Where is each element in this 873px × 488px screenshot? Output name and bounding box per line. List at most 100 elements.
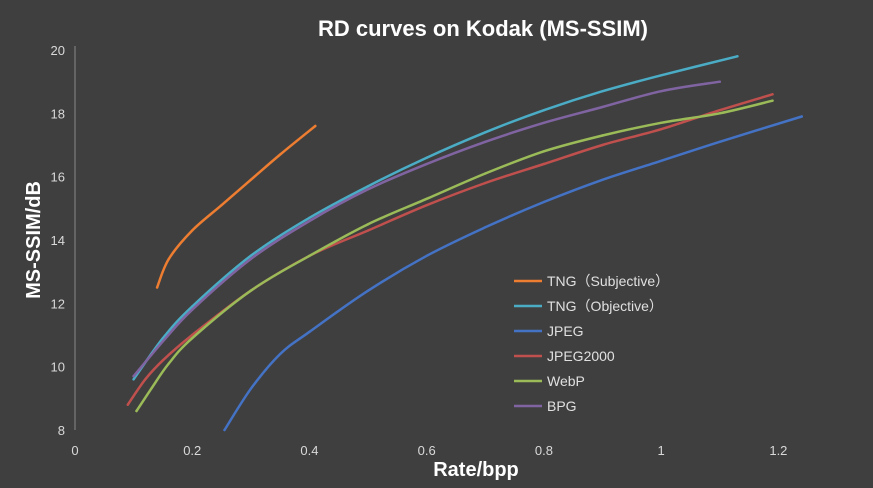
series-2-point [601,178,604,181]
x-tick-label: 0 [71,443,78,458]
legend-label: TNG（Subjective） [547,273,669,289]
series-4-point [425,197,428,200]
series-5-point [161,340,165,343]
series-group [126,55,804,432]
series-1-point [660,74,663,77]
series-4-point [718,112,721,115]
series-2-point [800,115,803,118]
legend-label: JPEG [547,323,584,339]
legend-label: WebP [547,373,585,389]
series-0-point [167,257,170,261]
series-4-point [135,409,138,413]
series-0-point [279,153,282,156]
x-tick-label: 0.6 [418,443,436,458]
series-0-point [249,178,252,181]
series-4-point [167,362,170,365]
series-1-point [542,109,546,112]
series-3-point [161,359,165,362]
series-3-point [144,378,147,381]
series-2-point [718,140,721,143]
series-3-point [601,143,604,147]
series-4-point [150,387,153,390]
series-3-point [126,403,129,406]
series-2-point [249,387,252,390]
series-0-point [155,286,159,289]
series-4-point [542,150,546,153]
y-axis-title: MS-SSIM/dB [23,181,45,299]
series-5-point [366,188,370,191]
series-0-point [191,229,194,232]
x-tick-label: 0.4 [300,443,318,458]
series-5-point [484,140,487,143]
series-2-point [425,254,428,257]
series-3-point [718,109,721,112]
series-3-point [660,128,663,131]
legend-label: TNG（Objective） [547,298,663,314]
series-3-point [484,181,487,185]
series-3-point [191,333,194,337]
series-1-point [425,156,428,159]
series-3-line [126,93,774,406]
legend-label: BPG [547,398,577,414]
series-2-point [279,352,282,356]
series-5-point [542,121,546,125]
series-4-point [771,99,774,102]
series-4-point [660,121,663,125]
x-tick-label: 1 [658,443,665,458]
series-5-point [132,375,135,378]
series-4-point [191,337,194,340]
y-tick-label: 20 [51,43,65,58]
series-3-point [425,204,428,207]
x-tick-label: 1.2 [769,443,787,458]
series-5-point [425,162,428,166]
series-4-point [308,254,311,257]
y-tick-label: 10 [51,360,65,375]
series-4-line [135,99,774,413]
series-4-point [484,172,487,175]
series-5-line [132,80,722,378]
legend-label: JPEG2000 [547,348,615,364]
series-5-point [191,308,194,311]
series-1-point [736,55,739,58]
series-4-point [366,223,370,226]
series-3-point [366,229,370,232]
y-tick-label: 18 [51,106,65,121]
series-3-point [542,162,546,166]
series-4-point [601,134,604,137]
x-tick-label: 0.2 [183,443,201,458]
series-0-line [155,124,317,289]
series-5-point [660,90,663,93]
series-1-point [308,216,311,219]
chart-title: RD curves on Kodak (MS-SSIM) [318,16,648,41]
series-5-point [718,80,721,83]
y-tick-label: 14 [51,233,65,248]
series-0-point [220,204,223,207]
series-0-point [314,124,317,128]
x-tick-label: 0.8 [535,443,553,458]
series-2-point [366,289,370,292]
x-axis-title: Rate/bpp [433,459,519,481]
series-2-point [660,159,663,162]
y-tick-label: 8 [58,423,65,438]
series-2-point [484,226,487,229]
legend: TNG（Subjective） TNG（Objective） JPEG JPEG200… [514,273,669,414]
series-1-point [132,378,135,381]
y-tick-label: 12 [51,296,65,311]
series-1-point [249,254,252,257]
y-tick-label: 16 [51,170,65,185]
series-5-point [249,257,252,261]
series-4-point [249,289,252,292]
axes-group: 8 10 12 14 16 18 20 0 0.2 0.4 0.6 0.8 1 1.2 [51,43,788,458]
series-5-point [308,219,311,223]
series-3-point [771,93,774,96]
series-1-point [191,305,194,308]
series-1-point [484,131,487,134]
series-2-point [308,330,311,333]
series-1-point [366,185,370,188]
series-5-point [601,105,604,109]
series-2-point [542,200,546,204]
series-1-point [601,90,604,93]
series-2-point [223,428,226,432]
